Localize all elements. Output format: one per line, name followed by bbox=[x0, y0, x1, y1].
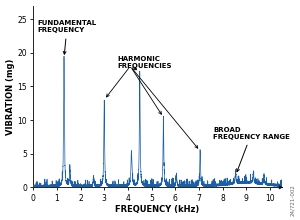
Y-axis label: VIBRATION (mg): VIBRATION (mg) bbox=[6, 58, 15, 135]
Text: HARMONIC
FREQUENCIES: HARMONIC FREQUENCIES bbox=[117, 56, 172, 69]
Text: BROAD
FREQUENCY RANGE: BROAD FREQUENCY RANGE bbox=[213, 127, 290, 172]
X-axis label: FREQUENCY (kHz): FREQUENCY (kHz) bbox=[116, 205, 200, 214]
Text: FUNDAMENTAL
FREQUENCY: FUNDAMENTAL FREQUENCY bbox=[38, 20, 97, 54]
Text: 24/721-002: 24/721-002 bbox=[290, 184, 296, 216]
